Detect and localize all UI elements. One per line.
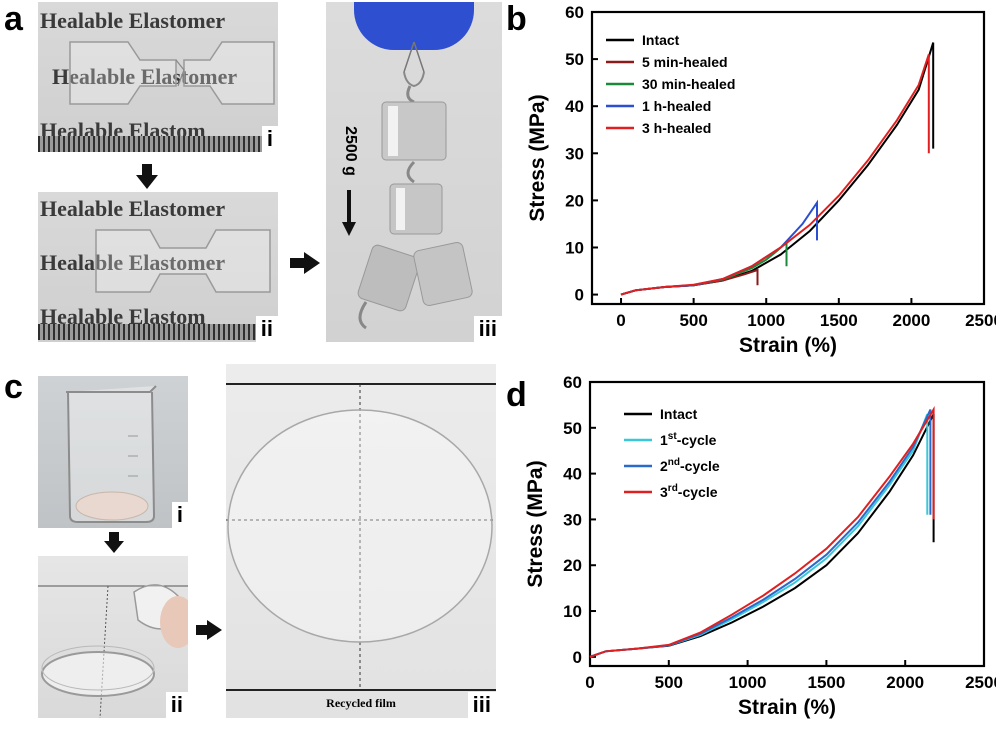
- y-tick-label: 50: [563, 419, 582, 438]
- film-illustration: [226, 383, 496, 691]
- legend-label-1: Intact: [642, 32, 680, 48]
- series-line-2: [589, 413, 929, 658]
- legend-label-5: 3 h-healed: [642, 120, 711, 136]
- y-tick-label: 50: [565, 50, 584, 69]
- photo-label-line-1: Healable Elastomer: [40, 196, 226, 221]
- series-line-3: [620, 239, 788, 296]
- legend-label-2: 1st-cycle: [660, 431, 717, 448]
- label-iii: iii: [467, 692, 496, 718]
- chart-d: 0 500 1000 1500 2000 2500 0 10 20 30 40 50 60 Strain …: [510, 366, 1000, 732]
- y-tick-label: 30: [565, 144, 584, 163]
- y-tick-label: 10: [565, 238, 584, 257]
- y-tick-label: 20: [563, 556, 582, 575]
- weight-annotation: 2500 g: [328, 116, 368, 236]
- photo-label-line-2: Healable Elastomer: [52, 64, 237, 90]
- label-i: i: [171, 502, 188, 528]
- x-tick-label: 2500: [965, 673, 996, 692]
- weights-illustration: [357, 41, 473, 330]
- label-ii: ii: [165, 692, 188, 718]
- y-axis-label: Stress (MPa): [526, 94, 549, 221]
- series-line-3: [589, 409, 932, 658]
- petri-dish-illustration: [38, 584, 188, 718]
- plot-frame: [588, 380, 986, 668]
- y-tick-label: 20: [565, 191, 584, 210]
- x-axis-label: Strain (%): [738, 696, 836, 719]
- arrow-right-icon: [196, 620, 222, 640]
- weight-label: 2500 g: [342, 126, 359, 176]
- label-ii: ii: [255, 316, 278, 342]
- photo-recycled-film: Recycled film iii: [226, 364, 496, 718]
- ruler: [38, 136, 278, 152]
- y-tick-label: 60: [565, 3, 584, 22]
- y-tick-label: 0: [575, 286, 584, 305]
- x-tick-label: 0: [585, 673, 594, 692]
- photo-solution-pouring: ii: [38, 556, 188, 718]
- label-iii: iii: [473, 316, 502, 342]
- x-tick-label: 1500: [807, 673, 845, 692]
- x-tick-label: 2000: [886, 673, 924, 692]
- photo-beaker-pellets: i: [38, 376, 188, 528]
- series-line-4: [589, 405, 935, 658]
- y-tick-label: 40: [565, 97, 584, 116]
- panel-letter-a: a: [4, 0, 23, 38]
- panel-letter-b: b: [506, 0, 527, 38]
- x-tick-label: 500: [679, 311, 707, 330]
- chart-b: 0 500 1000 1500 2000 2500 0 10 20 30 40 50 60 Strain …: [510, 0, 1000, 367]
- y-axis-label: Stress (MPa): [524, 460, 547, 587]
- x-tick-label: 0: [616, 311, 625, 330]
- photo-weight-lifting: 2500 g iii: [326, 2, 502, 342]
- x-tick-label: 500: [655, 673, 683, 692]
- arrow-down-icon: [342, 190, 356, 236]
- y-tick-label: 30: [563, 510, 582, 529]
- y-tick-label: 40: [563, 465, 582, 484]
- series-line-1: [589, 413, 935, 658]
- film-caption: Recycled film: [326, 696, 396, 710]
- x-tick-label: 1500: [820, 311, 858, 330]
- x-tick-label: 1000: [729, 673, 767, 692]
- photo-dogbone-healed: Healable Elastomer Healable Elastomer He…: [38, 192, 278, 342]
- legend-label-2: 5 min-healed: [642, 54, 728, 70]
- y-tick-label: 60: [563, 373, 582, 392]
- x-axis-label: Strain (%): [739, 334, 837, 357]
- arrow-right-icon: [290, 252, 320, 274]
- panel-letter-c: c: [4, 368, 23, 406]
- y-tick-label: 10: [563, 602, 582, 621]
- photo-label-line-2: Healable Elastomer: [40, 250, 225, 275]
- x-tick-label: 2000: [892, 311, 930, 330]
- photo-dogbone-cut: Healable Elastomer Healable Elastomer He…: [38, 2, 278, 152]
- y-tick-label: 0: [573, 648, 582, 667]
- x-tick-label: 1000: [747, 311, 785, 330]
- dogbone-specimen-cut: [69, 41, 275, 105]
- legend-label-4: 3rd-cycle: [660, 483, 718, 500]
- arrow-down-icon: [136, 164, 158, 189]
- chart-d-svg: 0 500 1000 1500 2000 2500 0 10 20 30 40 50 60 Strain …: [524, 373, 1000, 719]
- panel-letter-d: d: [506, 376, 527, 414]
- label-i: i: [261, 126, 278, 152]
- legend-label-3: 30 min-healed: [642, 76, 735, 92]
- ruler: [38, 324, 278, 340]
- legend-label-4: 1 h-healed: [642, 98, 711, 114]
- photo-label-line-1: Healable Elastomer: [40, 8, 226, 33]
- legend-label-1: Intact: [660, 406, 698, 422]
- chart-b-svg: 0 500 1000 1500 2000 2500 0 10 20 30 40 50 60 Strain …: [526, 3, 1000, 357]
- legend-label-3: 2nd-cycle: [660, 457, 720, 474]
- series-line-5: [620, 54, 930, 296]
- dogbone-specimen-healed: [95, 229, 271, 293]
- plot-frame: [590, 10, 986, 306]
- x-tick-label: 2500: [965, 311, 996, 330]
- beaker-illustration: [66, 385, 157, 523]
- arrow-down-icon: [104, 532, 124, 553]
